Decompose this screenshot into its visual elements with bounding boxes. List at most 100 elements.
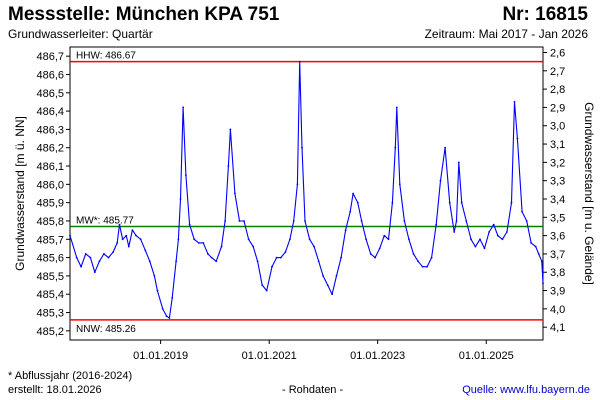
data-point: [383, 234, 386, 237]
data-point: [317, 260, 320, 263]
data-point: [179, 198, 182, 200]
data-point: [488, 231, 490, 233]
data-point: [534, 245, 537, 248]
data-point: [89, 256, 92, 259]
left-tick-label: 485,3: [36, 308, 64, 320]
data-point: [365, 238, 367, 241]
data-point: [340, 256, 342, 259]
data-point: [197, 242, 200, 244]
data-point: [261, 284, 264, 286]
right-tick-label: 3,8: [550, 267, 565, 279]
right-tick-label: 2,6: [550, 47, 565, 59]
data-point: [453, 231, 456, 233]
left-tick-label: 485,4: [36, 289, 64, 301]
data-point: [116, 242, 119, 244]
data-point: [492, 223, 495, 226]
data-point: [465, 220, 468, 222]
data-point: [165, 315, 168, 318]
chart-title: Messstelle: München KPA 751: [8, 4, 280, 25]
data-point: [139, 238, 142, 241]
period-label: Zeitraum: Mai 2017 - Jan 2026: [424, 27, 588, 41]
data-point: [430, 256, 433, 259]
data-point: [296, 183, 299, 186]
reference-line-label: MW*: 485.77: [76, 215, 134, 226]
data-point: [292, 220, 295, 222]
data-point: [356, 201, 359, 204]
data-point: [483, 247, 486, 250]
data-point: [238, 220, 241, 222]
data-point: [540, 260, 543, 263]
right-tick-label: 3,6: [550, 231, 565, 243]
data-point: [474, 245, 477, 248]
right-tick-label: 4,0: [550, 304, 565, 316]
data-point: [148, 260, 151, 263]
data-point: [153, 275, 156, 277]
data-point: [521, 210, 523, 213]
right-tick-label: 3,1: [550, 139, 565, 151]
right-tick-label: 4,1: [550, 322, 565, 334]
data-point: [185, 174, 187, 177]
data-point: [448, 201, 451, 204]
left-tick-label: 485,6: [36, 253, 64, 265]
data-point: [513, 101, 516, 103]
data-point: [470, 238, 472, 241]
data-point: [125, 234, 128, 237]
data-point: [107, 256, 110, 259]
left-tick-label: 485,9: [36, 198, 64, 210]
data-point: [501, 238, 504, 241]
data-point: [349, 210, 352, 213]
data-point: [360, 220, 363, 222]
data-point: [131, 229, 134, 232]
station-number: Nr: 16815: [502, 4, 588, 25]
x-tick-label: 01.01.2025: [459, 350, 514, 362]
data-point: [308, 238, 311, 241]
data-point: [460, 201, 463, 204]
left-tick-label: 485,7: [36, 234, 64, 246]
right-tick-label: 2,8: [550, 84, 565, 96]
data-point: [144, 249, 147, 252]
data-point: [426, 265, 428, 268]
data-point: [227, 165, 230, 167]
data-point: [243, 220, 245, 222]
raw-data-note: - Rohdaten -: [282, 384, 344, 396]
right-tick-label: 3,7: [550, 249, 565, 261]
right-tick-label: 3,4: [550, 194, 565, 206]
data-point: [289, 238, 291, 241]
data-point: [182, 106, 185, 109]
data-point: [98, 260, 101, 263]
left-tick-label: 485,5: [36, 271, 64, 283]
left-tick-label: 486,6: [36, 69, 64, 81]
reference-line-label: HHW: 486.67: [76, 51, 136, 62]
data-point: [417, 260, 419, 263]
data-point: [193, 238, 196, 241]
data-point: [156, 289, 159, 292]
data-point: [304, 220, 306, 222]
data-point: [112, 251, 114, 254]
data-point: [265, 289, 268, 292]
source-link[interactable]: Quelle: www.lfu.bayern.de: [462, 384, 590, 396]
left-tick-label: 486,5: [36, 88, 64, 100]
data-point: [403, 220, 406, 222]
data-point: [207, 253, 209, 255]
x-tick-label: 01.01.2023: [350, 350, 405, 362]
data-point: [202, 242, 205, 244]
left-tick-label: 486,2: [36, 143, 64, 155]
data-point: [313, 245, 315, 248]
data-point: [435, 223, 438, 226]
left-tick-label: 486,0: [36, 179, 64, 191]
data-point: [457, 161, 460, 164]
right-tick-label: 2,9: [550, 102, 565, 114]
data-point: [439, 179, 442, 182]
right-tick-label: 3,2: [550, 157, 565, 169]
data-point: [215, 260, 218, 263]
x-tick-label: 01.01.2019: [133, 350, 188, 362]
x-tick-label: 01.01.2021: [242, 350, 297, 362]
data-point: [395, 106, 398, 109]
data-point: [247, 238, 250, 241]
data-point: [234, 192, 236, 195]
data-point: [93, 271, 96, 274]
left-tick-label: 486,1: [36, 161, 64, 173]
right-tick-label: 2,7: [550, 66, 565, 78]
data-point: [412, 253, 415, 255]
reference-line-label: NNW: 485.26: [76, 324, 136, 335]
